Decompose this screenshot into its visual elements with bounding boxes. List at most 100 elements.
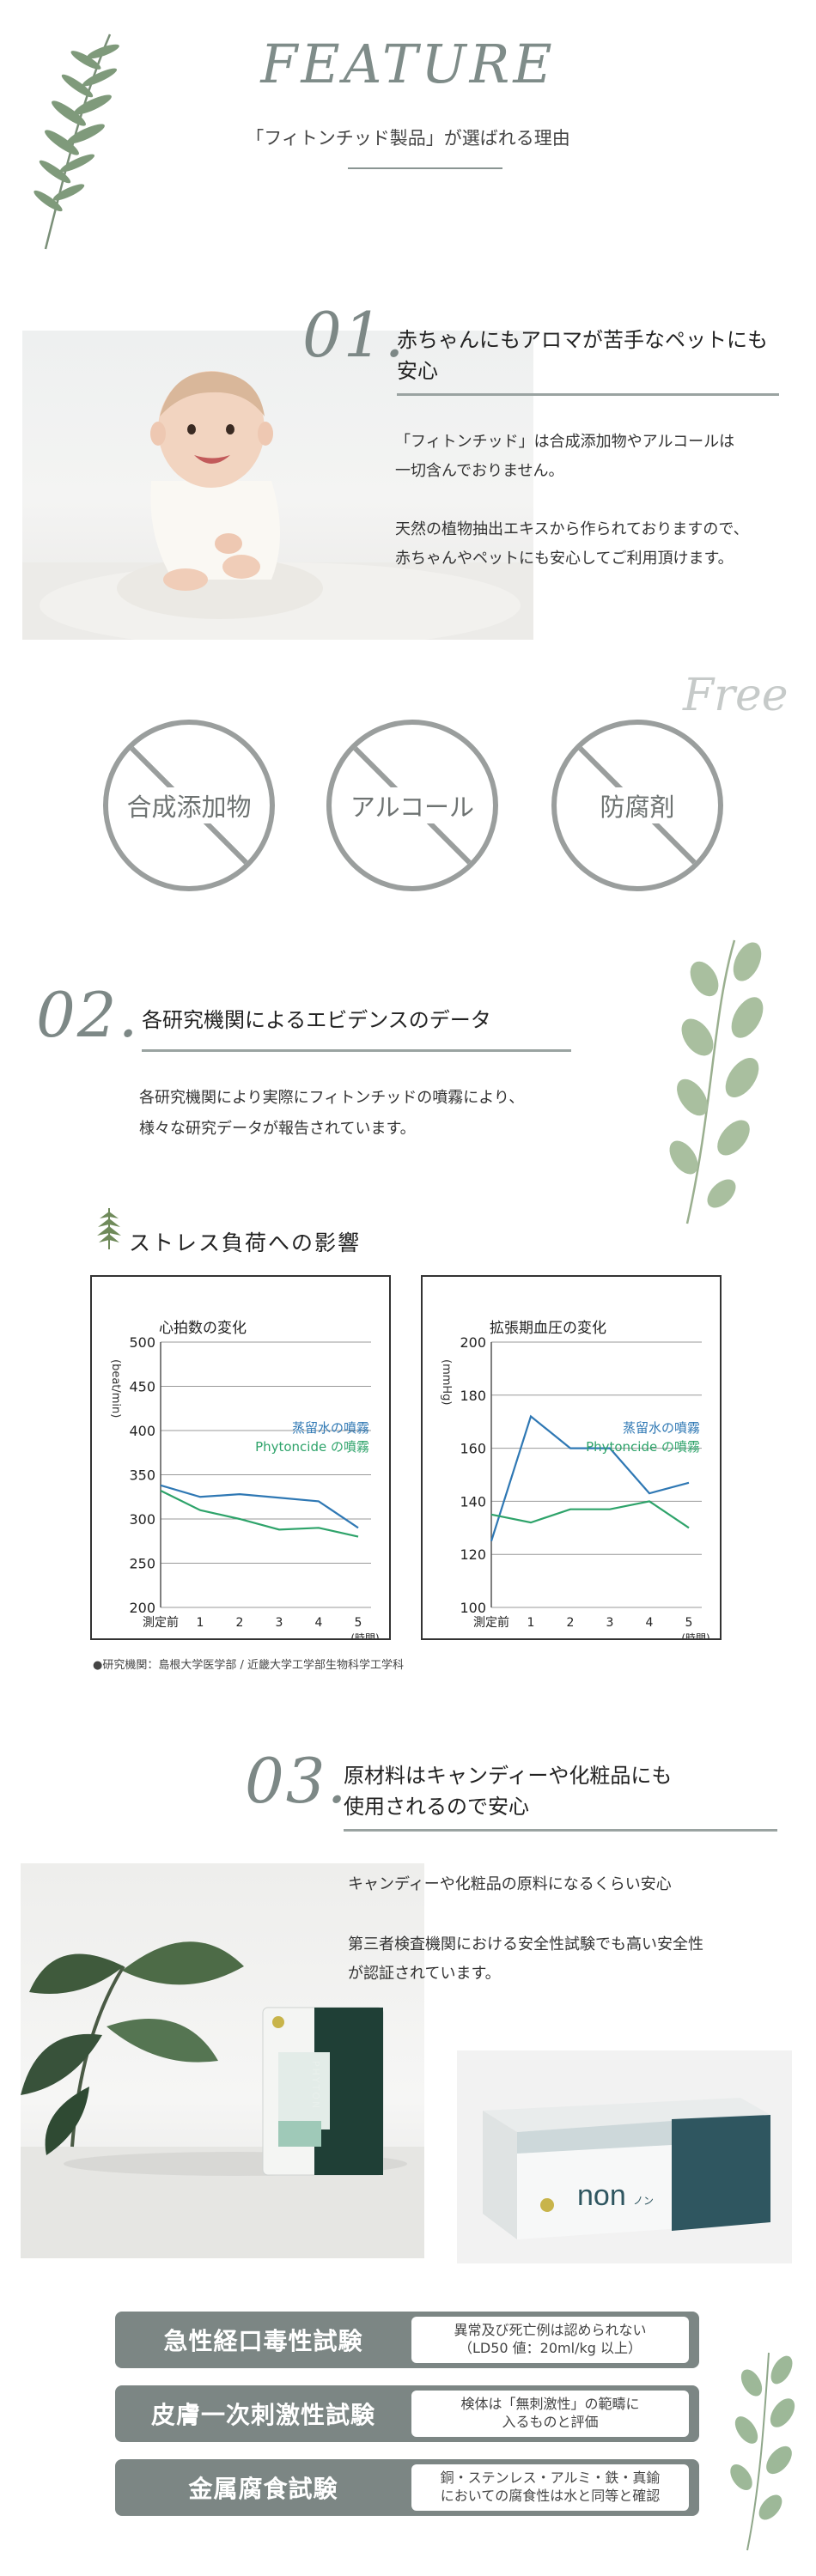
free-label-preservative: 防腐剤 (594, 787, 680, 823)
x-tick-label: 3 (276, 1616, 283, 1630)
test-result: 銅・ステンレス・アルミ・鉄・真鍮 においての腐食性は水と同等と確認 (411, 2464, 689, 2511)
x-tick-label: 4 (315, 1616, 323, 1630)
section1-heading-line2: 安心 (397, 359, 438, 383)
test-name: 急性経口毒性試験 (163, 2327, 363, 2355)
y-tick-label: 120 (460, 1546, 486, 1563)
x-tick-label: 1 (527, 1616, 535, 1630)
chart-heart-rate: 心拍数の変化 (beat/min) 500 450 400 350 300 250 200 測定前… (90, 1275, 391, 1644)
x-tick-label: 5 (685, 1616, 693, 1630)
y-tick-label: 180 (460, 1388, 486, 1404)
y-tick-label: 140 (460, 1493, 486, 1510)
test-result-line2: においての腐食性は水と同等と確認 (440, 2488, 661, 2504)
free-label-alcohol: アルコール (344, 787, 480, 823)
plant-product-photo: PHYTON (21, 1863, 424, 2258)
fern-decoration-top-left (33, 33, 119, 250)
product-box-photo: non ノン (457, 2050, 792, 2263)
section2-para-line1: 各研究機関により実際にフィトンチッドの噴霧により、 (139, 1089, 525, 1107)
x-tick-label: 5 (355, 1616, 362, 1630)
test-result-line1: 異常及び死亡例は認められない (454, 2322, 647, 2339)
feature-title: FEATURE (260, 33, 556, 95)
research-source: ●研究機関：島根大学医学部 / 近畿大学工学部生物科学工学科 (93, 1659, 404, 1672)
test-name: 金属腐食試験 (188, 2475, 338, 2503)
free-circle-preservative: 防腐剤 (551, 720, 723, 891)
y-tick-label: 450 (129, 1379, 155, 1395)
x-tick-label: 2 (567, 1616, 575, 1630)
y-tick-label: 300 (129, 1511, 155, 1528)
leaf-branch-decoration-right (669, 939, 764, 1224)
y-tick-label: 200 (460, 1334, 486, 1351)
section1-number: 01. (302, 299, 406, 371)
x-tick-label: 測定前 (143, 1615, 179, 1630)
section3-number: 03. (245, 1745, 349, 1817)
chart-title: 拡張期血圧の変化 (490, 1320, 606, 1337)
y-axis-label: (beat/min) (109, 1359, 122, 1418)
x-axis-label: (時間) (350, 1632, 379, 1638)
section3-heading-line1: 原材料はキャンディーや化粧品にも (344, 1764, 673, 1788)
section3-heading-line2: 使用されるので安心 (344, 1795, 529, 1819)
section2-para-line2: 様々な研究データが報告されています。 (139, 1120, 416, 1138)
test-result-line2: （LD50 値：20ml/kg 以上） (459, 2340, 642, 2356)
y-axis-label: (mmHg) (440, 1359, 453, 1406)
section1-heading-line1: 赤ちゃんにもアロマが苦手なペットにも (397, 328, 768, 352)
series-line (160, 1490, 359, 1538)
box-brand: non (577, 2179, 626, 2212)
y-tick-label: 500 (129, 1334, 155, 1351)
test-metal-corrosion: 金属腐食試験 銅・ステンレス・アルミ・鉄・真鍮 においての腐食性は水と同等と確認 (115, 2459, 699, 2516)
chart-title: 心拍数の変化 (159, 1320, 247, 1337)
y-tick-label: 400 (129, 1423, 155, 1439)
legend-entry: 蒸留水の噴霧 (623, 1420, 700, 1436)
test-result: 検体は「無刺激性」の範疇に 入るものと評価 (411, 2391, 689, 2437)
test-name: 皮膚一次刺激性試験 (150, 2401, 375, 2429)
free-label-additives: 合成添加物 (121, 787, 257, 823)
plant-pouch-illustration (21, 1941, 424, 2258)
y-tick-label: 200 (129, 1600, 155, 1616)
stress-heading: ストレス負荷への影響 (129, 1230, 362, 1255)
section2-rule (142, 1049, 571, 1052)
chart-blood-pressure: 拡張期血圧の変化 (mmHg) 200 180 160 140 120 100 測定前 1 2 3 4 5… (421, 1275, 722, 1644)
baby-photo (22, 331, 533, 640)
test-result-line2: 入るものと評価 (502, 2414, 599, 2430)
feature-divider (348, 167, 502, 169)
feature-subtitle: 「フィトンチッド製品」が選ばれる理由 (246, 128, 570, 149)
y-tick-label: 250 (129, 1556, 155, 1572)
legend-entry: 蒸留水の噴霧 (292, 1420, 369, 1436)
box-brand-sub: ノン (633, 2195, 655, 2207)
legend-entry: Phytoncide の噴霧 (255, 1439, 369, 1455)
section2-number: 02. (36, 979, 140, 1051)
legend-entry: Phytoncide の噴霧 (586, 1439, 700, 1455)
series-line (490, 1414, 690, 1542)
section1-rule (397, 393, 779, 396)
leaf-branch-decoration-bottom-right (730, 2352, 795, 2551)
y-tick-label: 160 (460, 1441, 486, 1457)
y-tick-label: 100 (460, 1600, 486, 1616)
x-tick-label: 3 (606, 1616, 614, 1630)
free-circle-alcohol: アルコール (326, 720, 498, 891)
section3-para2-line2: が認証されています。 (348, 1965, 501, 1983)
x-tick-label: 測定前 (473, 1615, 509, 1630)
section3-para1: キャンディーや化粧品の原料になるくらい安心 (348, 1875, 672, 1893)
x-axis-label: (時間) (681, 1632, 709, 1638)
free-word: Free (683, 670, 789, 721)
test-skin-irritation: 皮膚一次刺激性試験 検体は「無刺激性」の範疇に 入るものと評価 (115, 2385, 699, 2442)
x-tick-label: 2 (236, 1616, 244, 1630)
x-tick-label: 1 (197, 1616, 204, 1630)
series-line (490, 1500, 690, 1529)
x-tick-label: 4 (646, 1616, 654, 1630)
section1-para2-line2: 赤ちゃんやペットにも安心してご利用頂けます。 (395, 550, 734, 568)
section3-rule (344, 1829, 777, 1832)
pine-icon (97, 1208, 121, 1249)
section2-heading: 各研究機関によるエビデンスのデータ (142, 1008, 491, 1032)
section1-para2-line1: 天然の植物抽出エキスから作られておりますので、 (395, 520, 749, 538)
product-box-illustration (483, 2098, 770, 2239)
pouch-brand-label: PHYTON (310, 2061, 321, 2111)
free-circle-additives: 合成添加物 (103, 720, 275, 891)
test-result-line1: 銅・ステンレス・アルミ・鉄・真鍮 (440, 2470, 661, 2487)
section1-para1-line2: 一切含んでおりません。 (395, 462, 564, 480)
series-line (160, 1484, 359, 1529)
test-result: 異常及び死亡例は認められない （LD50 値：20ml/kg 以上） (411, 2317, 689, 2363)
chart-heart-rate-svg: 心拍数の変化 (beat/min) 500 450 400 350 300 250 200測定前… (109, 1320, 380, 1644)
section3-para2-line1: 第三者検査機関における安全性試験でも高い安全性 (348, 1935, 703, 1953)
y-tick-label: 350 (129, 1467, 155, 1484)
test-result-line1: 検体は「無刺激性」の範疇に (460, 2396, 640, 2413)
